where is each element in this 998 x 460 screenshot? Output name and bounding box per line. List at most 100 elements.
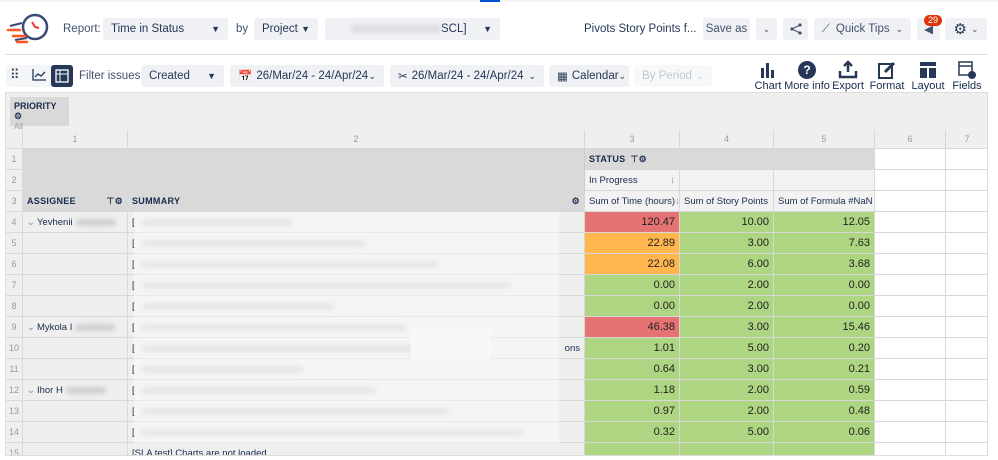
chevron-down-icon: ⌄ xyxy=(368,70,376,81)
calendar-select[interactable]: ▦ Calendar ⌄ xyxy=(549,65,629,87)
value-cell: 2.00 xyxy=(680,296,774,317)
summary-header: SUMMARY xyxy=(132,196,181,206)
row-number: 3 xyxy=(6,191,23,212)
empty-cell xyxy=(946,401,987,422)
value: 46.38 xyxy=(647,321,675,333)
quick-tips-button[interactable]: ⟋ Quick Tips ⌄ xyxy=(814,18,911,40)
empty-cell xyxy=(875,170,946,191)
row-number: 14 xyxy=(6,422,23,443)
column-number: 2 xyxy=(128,130,585,149)
scissors-icon: ✂ xyxy=(398,71,408,83)
value: 0.59 xyxy=(848,384,870,396)
fields-button[interactable]: Fields xyxy=(937,60,997,92)
empty-cell xyxy=(875,338,946,359)
filter-select[interactable]: Created ▼ xyxy=(141,65,224,87)
row-number: 11 xyxy=(6,359,23,380)
value: 2.00 xyxy=(747,300,769,312)
date-range-picker[interactable]: 📅 26/Mar/24 - 24/Apr/24 ⌄ xyxy=(230,65,384,87)
more-info-button[interactable]: ? More info xyxy=(777,60,837,92)
summary-text: [ xyxy=(132,385,135,396)
project-select[interactable]: SCL] ▼ xyxy=(325,18,500,40)
sort-arrow-icon[interactable]: ↓ xyxy=(675,195,680,207)
chevron-down-icon: ⌄ xyxy=(970,23,979,34)
row-number: 7 xyxy=(6,275,23,296)
value-cell xyxy=(680,443,774,455)
assignee-header-cell: ASSIGNEE ⊤⚙ xyxy=(23,191,128,212)
measure-header-cell: Sum of Time (hours) ↓ xyxy=(585,191,680,212)
value: 15.46 xyxy=(842,321,870,333)
report-select[interactable]: Time in Status ▼ xyxy=(103,18,228,40)
value-cell: 0.00 xyxy=(585,275,680,296)
save-options-button[interactable]: ⌄ xyxy=(756,18,777,40)
status-header: STATUS xyxy=(589,154,626,164)
settings-button[interactable]: ⚙ ⌄ xyxy=(945,18,987,40)
export-button[interactable]: Export xyxy=(818,60,878,92)
pivot-view-button[interactable] xyxy=(51,65,73,87)
summary-cell: [SLA test] Charts are not loaded xyxy=(128,443,585,455)
report-name[interactable]: Pivots Story Points f... xyxy=(584,23,697,35)
chevron-down-icon: ⌄ xyxy=(528,70,536,81)
assignee-cell: ⌄ Ihor H xyxy=(23,380,128,401)
value: 0.48 xyxy=(848,405,870,417)
value-cell: 0.97 xyxy=(585,401,680,422)
row-number: 12 xyxy=(6,380,23,401)
value: 2.00 xyxy=(747,384,769,396)
pivot-grid: PRIORITY ⚙ All 1 2 3 4 5 6 7 1 2 3 ASSIGNEE ⊤⚙ SUMMA… xyxy=(5,92,988,456)
expand-chevron-icon[interactable]: ⌄ xyxy=(27,321,35,333)
empty-cell xyxy=(875,443,946,455)
layout-button[interactable]: Layout xyxy=(898,60,958,92)
chart-button[interactable]: Chart xyxy=(738,60,798,92)
expand-chevron-icon[interactable]: ⌄ xyxy=(27,384,35,396)
save-as-button[interactable]: Save as xyxy=(703,18,750,40)
gear-icon[interactable]: ⚙ xyxy=(14,111,23,121)
value-cell: 12.05 xyxy=(774,212,875,233)
format-button[interactable]: Format xyxy=(857,60,917,92)
value: 120.47 xyxy=(641,216,675,228)
empty-cell xyxy=(946,233,987,254)
export-icon xyxy=(838,60,858,79)
chevron-down-icon: ▼ xyxy=(207,71,216,81)
expand-chevron-icon[interactable]: ⌄ xyxy=(27,216,35,228)
measure-header: Sum of Formula #NaN xyxy=(778,195,873,207)
app-logo-icon xyxy=(6,13,49,44)
share-button[interactable] xyxy=(783,18,808,40)
value: 1.18 xyxy=(653,384,675,396)
value-cell: 1.18 xyxy=(585,380,680,401)
status-value-cell: In Progress ↓ xyxy=(585,170,680,191)
by-select[interactable]: Project ▼ xyxy=(254,18,318,40)
value: 2.00 xyxy=(747,279,769,291)
split-date-value: 26/Mar/24 - 24/Apr/24 xyxy=(411,70,524,82)
chevron-down-icon: ⌄ xyxy=(895,23,904,34)
layout-icon xyxy=(920,62,936,78)
report-label: Report: xyxy=(63,23,101,35)
column-number: 3 xyxy=(585,130,680,149)
filter-gear-icon[interactable]: ⊤⚙ xyxy=(106,195,123,206)
filter-gear-icon[interactable]: ⊤⚙ xyxy=(630,153,647,164)
empty-cell xyxy=(946,275,987,296)
empty-cell xyxy=(946,380,987,401)
empty-cell xyxy=(875,359,946,380)
tool-label: More info xyxy=(784,80,830,92)
split-date-range-picker[interactable]: ✂ 26/Mar/24 - 24/Apr/24 ⌄ xyxy=(390,65,544,87)
gear-icon[interactable]: ⚙ xyxy=(571,195,580,206)
svg-text:?: ? xyxy=(803,63,810,77)
sort-arrow-icon[interactable]: ↓ xyxy=(670,174,675,186)
measure-header-cell: Sum of Formula #NaN xyxy=(774,191,875,212)
pivot-table-icon xyxy=(55,69,69,83)
grid-view-icon[interactable]: ⠿ xyxy=(10,67,20,82)
priority-filter-chip[interactable]: PRIORITY ⚙ All xyxy=(10,97,69,131)
summary-text: [ xyxy=(132,301,135,312)
line-chart-view-icon[interactable] xyxy=(32,69,46,81)
value: 12.05 xyxy=(842,216,870,228)
summary-text: [ xyxy=(132,217,135,228)
assignee-cell xyxy=(23,359,128,380)
value-cell xyxy=(585,443,680,455)
chevron-down-icon: ⌄ xyxy=(618,70,627,81)
assignee-name: Mykola I xyxy=(36,321,73,333)
value: 0.21 xyxy=(848,363,870,375)
empty-cell xyxy=(946,359,987,380)
summary-text: [ xyxy=(132,238,135,249)
project-value: SCL] xyxy=(441,23,467,35)
assignee-name: Yevhenii xyxy=(36,216,73,228)
measure-header: Sum of Story Points xyxy=(684,195,768,207)
